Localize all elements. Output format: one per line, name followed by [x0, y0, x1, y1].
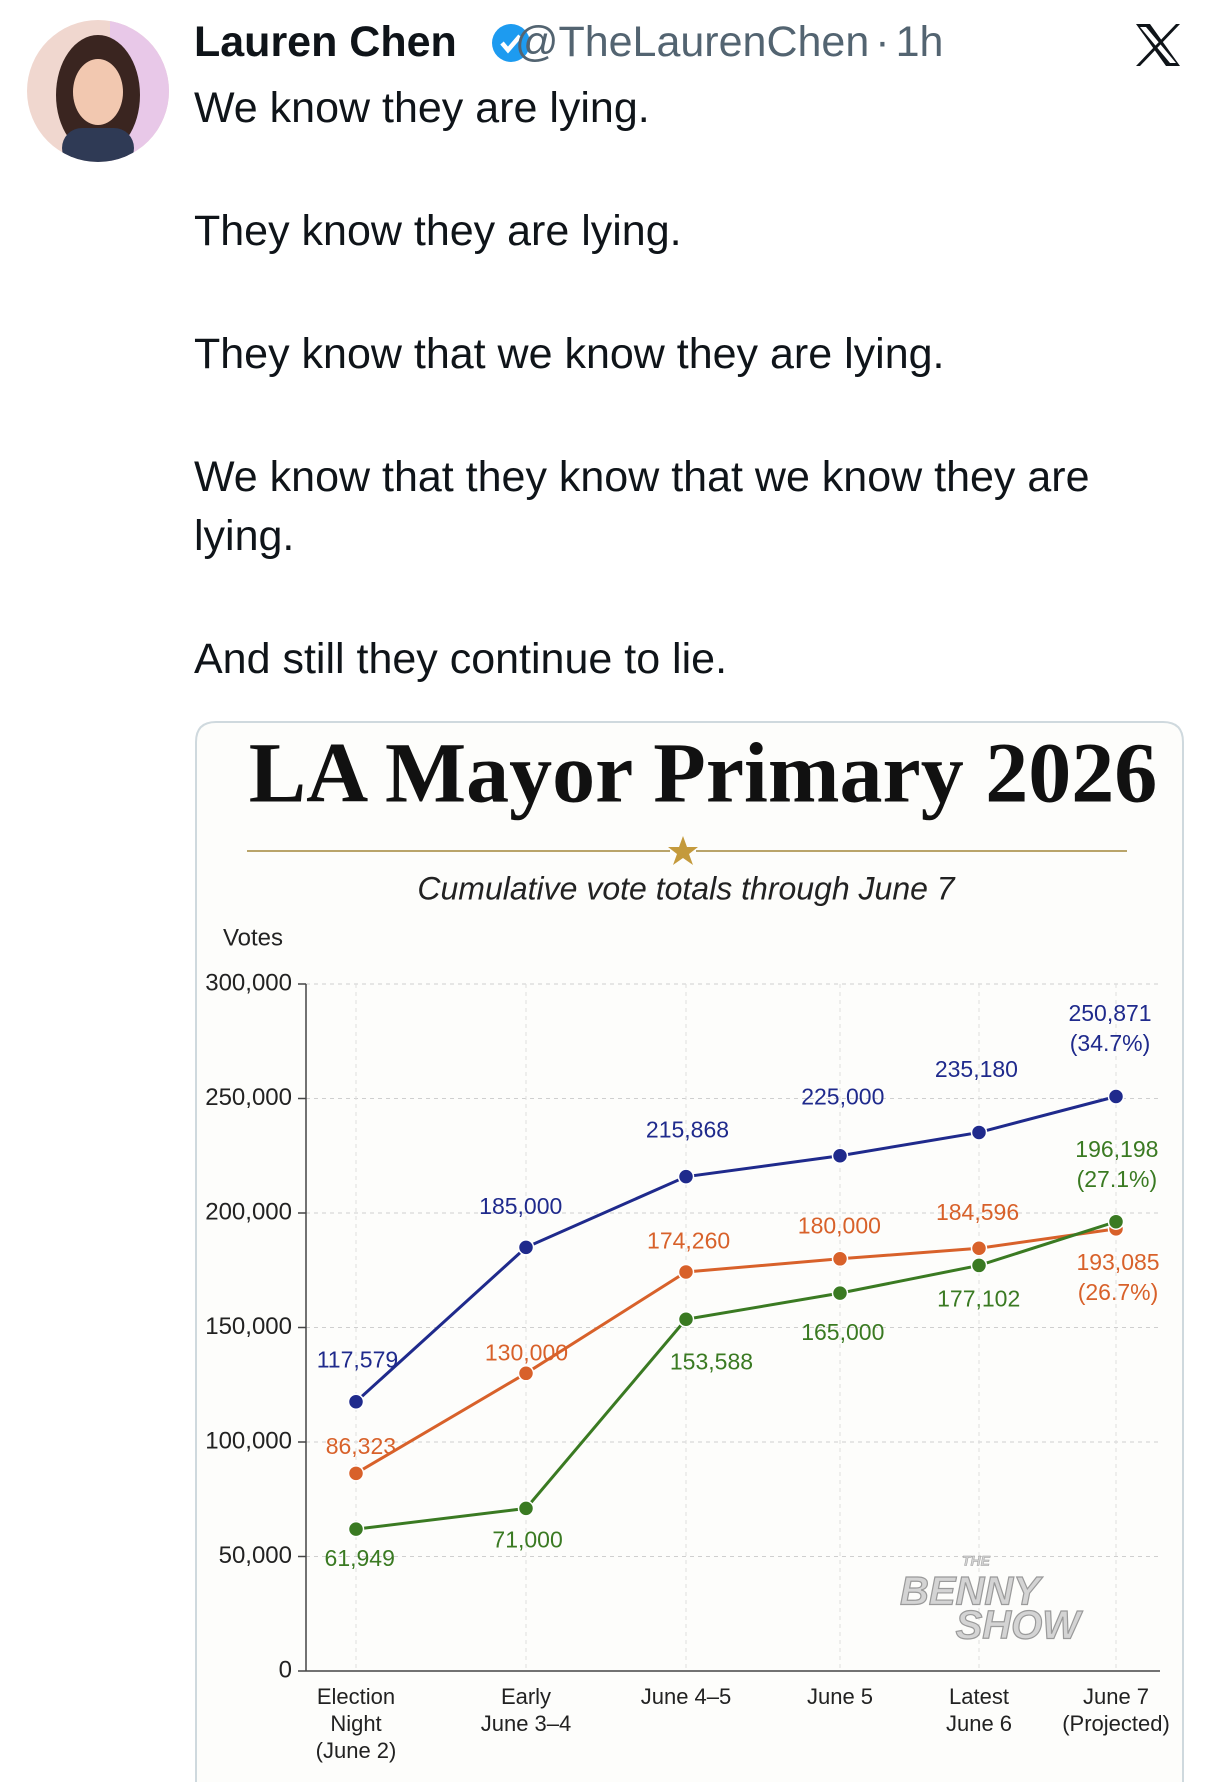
- data-label: 193,085 (26.7%): [1076, 1249, 1159, 1305]
- series-line: [354, 1095, 1117, 1403]
- y-tick-label: 200,000: [205, 1198, 292, 1225]
- data-point: [1107, 1088, 1125, 1105]
- data-label: 174,260: [647, 1228, 730, 1254]
- data-point: [831, 1250, 849, 1268]
- data-point: [347, 1520, 365, 1538]
- y-tick-label: 150,000: [205, 1313, 292, 1340]
- y-tick-label: 250,000: [205, 1084, 292, 1111]
- y-tick-label: 50,000: [219, 1542, 292, 1569]
- chart-title: LA Mayor Primary 2026: [249, 725, 1157, 821]
- data-label: 184,596: [936, 1199, 1019, 1225]
- data-label: 235,180: [935, 1056, 1018, 1082]
- y-tick-label: 300,000: [205, 969, 292, 996]
- data-point: [677, 1311, 695, 1328]
- data-label: 130,000: [485, 1339, 568, 1365]
- x-tick-label: Election Night (June 2): [316, 1684, 397, 1763]
- data-label: 117,579: [317, 1346, 398, 1372]
- data-label: 180,000: [798, 1213, 881, 1239]
- data-label: 177,102: [937, 1286, 1020, 1312]
- x-tick-label: Early June 3–4: [481, 1684, 572, 1736]
- data-label: 196,198 (27.1%): [1075, 1136, 1158, 1192]
- tweet-paragraph: They know they are lying.: [194, 207, 682, 255]
- data-point: [677, 1263, 695, 1281]
- series-line: [355, 1227, 1117, 1475]
- data-point: [970, 1124, 988, 1141]
- data-label: 215,868: [646, 1117, 729, 1143]
- data-label: 165,000: [801, 1319, 884, 1345]
- tweet-paragraph: They know that we know they are lying.: [194, 330, 945, 378]
- x-tick-label: June 4–5: [641, 1684, 732, 1709]
- verified-badge: [492, 24, 530, 62]
- watermark-text: SHOW: [956, 1604, 1084, 1648]
- author-name[interactable]: Lauren Chen: [194, 18, 457, 66]
- watermark-text: THE: [962, 1553, 991, 1569]
- x-logo[interactable]: [1136, 24, 1180, 66]
- data-label: 153,588: [670, 1349, 753, 1375]
- separator: ·: [875, 18, 890, 66]
- watermark-text: BENNY: [900, 1570, 1043, 1614]
- data-point: [831, 1284, 849, 1302]
- star: [668, 836, 698, 865]
- data-label: 250,871 (34.7%): [1068, 1000, 1151, 1056]
- chart-subtitle: Cumulative vote totals through June 7: [417, 870, 955, 906]
- data-point: [517, 1500, 535, 1517]
- x-tick-label: Latest June 6: [946, 1684, 1012, 1736]
- data-point: [517, 1365, 535, 1382]
- tweet-text: We know they are lying. They know they ar…: [194, 79, 1139, 753]
- y-axis-label: Votes: [223, 924, 283, 951]
- timestamp[interactable]: 1h: [895, 18, 944, 66]
- data-point: [347, 1465, 365, 1482]
- y-tick-label: 100,000: [205, 1427, 292, 1454]
- data-label: 86,323: [326, 1433, 396, 1459]
- data-point: [517, 1239, 535, 1256]
- data-point: [970, 1240, 988, 1257]
- media-card[interactable]: [195, 721, 1184, 1782]
- x-tick-label: June 7 (Projected): [1062, 1684, 1170, 1736]
- tweet-header: Lauren Chen @TheLaurenChen · 1h: [194, 18, 943, 67]
- data-point: [831, 1147, 849, 1164]
- data-label: 61,949: [325, 1545, 395, 1571]
- data-point: [347, 1393, 365, 1410]
- data-point: [1107, 1213, 1125, 1230]
- handle[interactable]: @TheLaurenChen: [514, 18, 870, 66]
- tweet-paragraph: We know they are lying.: [194, 84, 650, 132]
- y-tick-label: 0: [279, 1656, 292, 1683]
- data-point: [970, 1257, 988, 1274]
- series-line: [355, 1220, 1117, 1531]
- tweet-paragraph: We know that they know that we know they…: [194, 453, 1090, 560]
- data-label: 71,000: [492, 1527, 562, 1553]
- data-label: 185,000: [479, 1193, 562, 1219]
- tweet-paragraph: And still they continue to lie.: [194, 635, 728, 683]
- data-label: 225,000: [801, 1084, 884, 1110]
- x-tick-label: June 5: [807, 1684, 873, 1709]
- data-point: [677, 1168, 695, 1185]
